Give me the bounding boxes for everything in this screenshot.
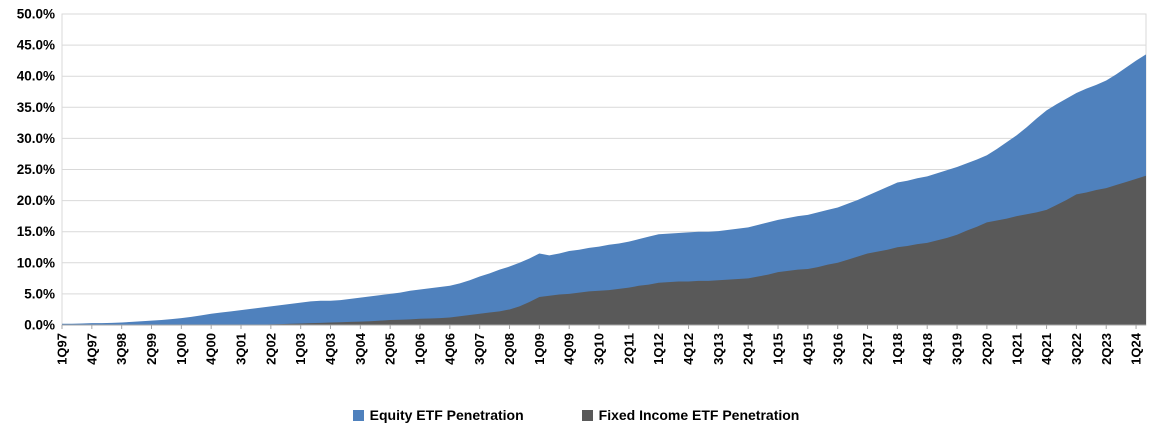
y-axis-label: 35.0% [17, 100, 55, 115]
x-axis-label: 3Q16 [830, 333, 845, 365]
legend-item-equity[interactable]: Equity ETF Penetration [352, 407, 524, 423]
x-axis-label: 2Q99 [144, 333, 159, 365]
x-axis-label: 3Q04 [353, 332, 368, 365]
y-axis-label: 45.0% [17, 38, 55, 53]
x-axis-label: 1Q06 [413, 333, 428, 365]
legend-label-fixed-income: Fixed Income ETF Penetration [598, 407, 800, 423]
x-axis-label: 4Q03 [323, 333, 338, 365]
y-axis-label: 15.0% [17, 224, 55, 239]
x-axis-label: 4Q21 [1039, 333, 1054, 365]
legend-label-equity: Equity ETF Penetration [369, 407, 524, 423]
x-axis-label: 4Q15 [800, 333, 815, 365]
x-axis-label: 4Q00 [204, 333, 219, 365]
chart-legend: Equity ETF Penetration Fixed Income ETF … [0, 408, 1152, 422]
x-axis-label: 1Q21 [1009, 333, 1024, 365]
x-axis-label: 2Q17 [860, 333, 875, 365]
x-axis-label: 2Q08 [502, 333, 517, 365]
x-axis-label: 3Q10 [592, 333, 607, 365]
x-axis-label: 4Q97 [84, 333, 99, 365]
x-axis-label: 3Q07 [472, 333, 487, 365]
chart-area: 0.0% 5.0% 10.0% 15.0% 20.0% 25.0% 30.0% 35.0% 40… [17, 7, 1147, 365]
y-axis-label: 20.0% [17, 193, 55, 208]
x-axis-label: 3Q19 [950, 333, 965, 365]
y-axis-label: 10.0% [17, 255, 55, 270]
x-axis-label: 4Q09 [562, 333, 577, 365]
y-axis-label: 5.0% [24, 286, 55, 301]
x-axis-label: 1Q15 [771, 333, 786, 365]
y-axis-label: 50.0% [17, 7, 55, 22]
x-axis-label: 2Q05 [383, 333, 398, 365]
x-axis-label: 1Q24 [1129, 332, 1144, 365]
x-axis-label: 4Q12 [681, 333, 696, 365]
x-axis-label: 1Q00 [174, 333, 189, 365]
x-axis-label: 2Q02 [263, 333, 278, 365]
x-axis-label: 2Q14 [741, 332, 756, 365]
y-axis-label: 0.0% [24, 318, 55, 333]
y-axis-label: 25.0% [17, 162, 55, 177]
x-axis-label: 3Q22 [1069, 333, 1084, 365]
y-axis-label: 30.0% [17, 131, 55, 146]
x-axis-label: 1Q03 [293, 333, 308, 365]
stacked-area-chart: 0.0% 5.0% 10.0% 15.0% 20.0% 25.0% 30.0% 35.0% 40… [17, 7, 1147, 365]
legend-swatch-equity [352, 409, 364, 421]
y-axis-label: 40.0% [17, 69, 55, 84]
legend-swatch-fixed-income [581, 409, 593, 421]
x-axis-label: 1Q09 [532, 333, 547, 365]
area-fixed-income [62, 175, 1146, 325]
x-axis-label: 3Q98 [114, 333, 129, 365]
x-axis-label: 2Q11 [621, 333, 636, 364]
x-axis-label: 3Q13 [711, 333, 726, 365]
x-axis-label: 2Q23 [1099, 333, 1114, 365]
x-axis-label: 1Q18 [890, 333, 905, 365]
x-axis-label: 4Q06 [442, 333, 457, 365]
x-axis-label: 4Q18 [920, 333, 935, 365]
x-axis-label: 2Q20 [979, 333, 994, 365]
x-axis-label: 1Q12 [651, 333, 666, 365]
legend-item-fixed-income[interactable]: Fixed Income ETF Penetration [581, 407, 800, 423]
x-axis-label: 1Q97 [55, 333, 70, 365]
x-axis-label: 3Q01 [234, 333, 249, 365]
